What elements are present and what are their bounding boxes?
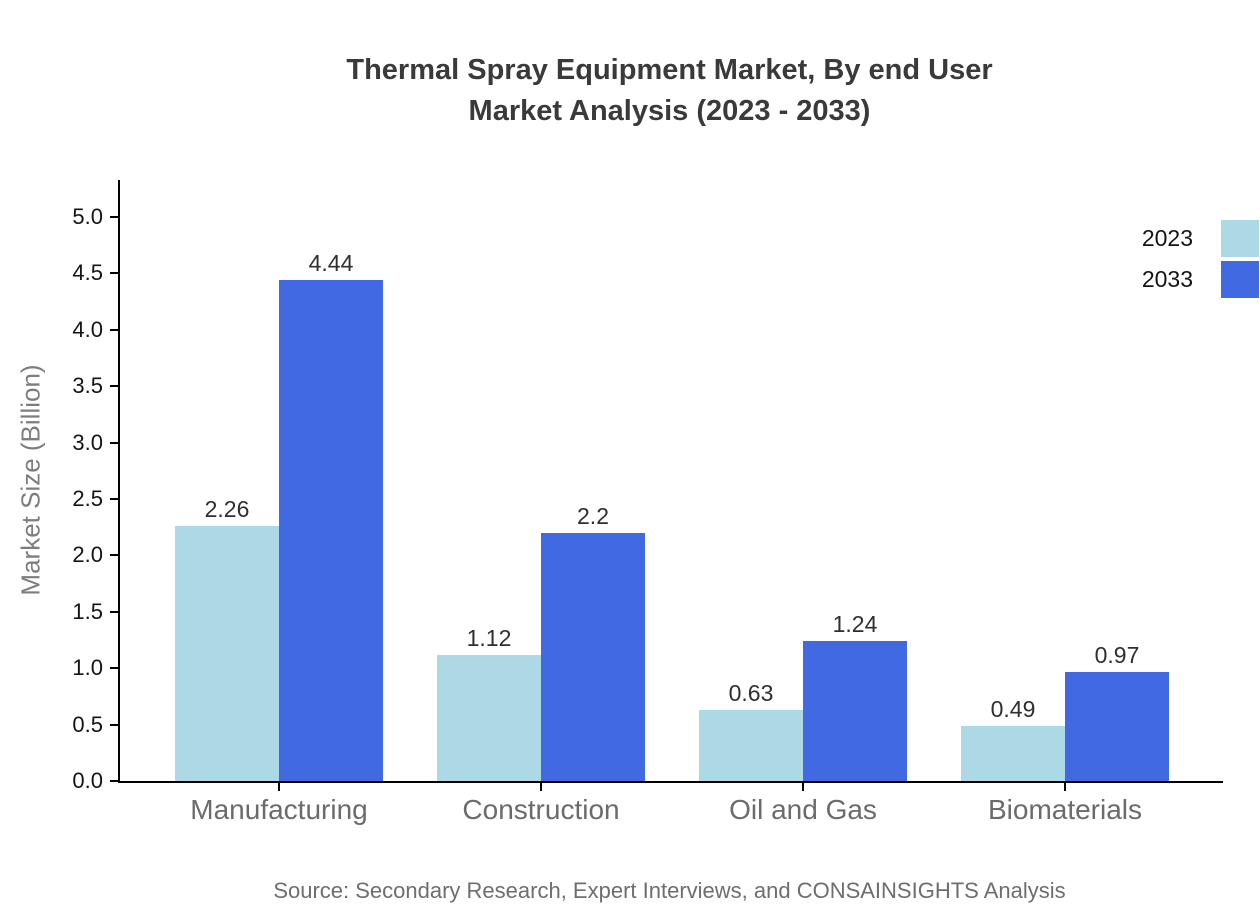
bar-2033-manufacturing — [279, 280, 383, 781]
bar-2033-biomaterials — [1065, 671, 1169, 781]
legend-label: 2023 — [1141, 224, 1193, 251]
y-axis-tick-label: 5.0 — [72, 204, 103, 229]
y-axis-tick — [110, 216, 118, 218]
y-axis-tick — [110, 723, 118, 726]
x-axis-tick — [1064, 783, 1066, 791]
bar-value-label: 1.12 — [466, 624, 512, 651]
y-axis-tick — [110, 667, 118, 670]
bar-value-label: 4.44 — [308, 250, 354, 277]
bar-2023-manufacturing — [175, 526, 279, 781]
bar-value-label: 0.63 — [728, 679, 774, 706]
legend-label: 2033 — [1141, 265, 1193, 292]
y-axis-tick — [110, 610, 118, 613]
bar-2023-oil-and-gas — [699, 709, 803, 781]
x-axis-tick — [540, 783, 542, 791]
y-axis-tick — [110, 272, 118, 275]
bar-value-label: 2.2 — [577, 502, 609, 529]
y-axis-tick-label: 4.5 — [72, 260, 103, 286]
y-axis-tick-label: 2.5 — [72, 486, 103, 511]
y-axis-tick — [110, 554, 118, 557]
legend-swatch-2023 — [1221, 219, 1259, 257]
legend-item-2023: 2023 — [1142, 219, 1259, 257]
y-axis-tick-label: 3.5 — [72, 373, 103, 399]
y-axis-tick — [110, 780, 118, 782]
x-axis-tick — [802, 783, 804, 791]
bar-value-label: 2.26 — [204, 496, 250, 523]
y-axis-tick — [110, 441, 118, 444]
y-axis-tick-label: 0.5 — [72, 711, 103, 737]
bar-value-label: 0.97 — [1094, 641, 1140, 668]
y-axis-tick — [110, 385, 118, 388]
chart-title-line1: Thermal Spray Equipment Market, By end U… — [346, 54, 993, 86]
legend: 2023 2033 — [1142, 219, 1259, 301]
bar-2023-biomaterials — [961, 725, 1065, 781]
x-axis-category-label: Manufacturing — [190, 794, 368, 825]
y-axis-tick — [110, 498, 118, 500]
y-axis-tick-label: 0.0 — [72, 768, 103, 793]
y-axis-title: Market Size (Billion) — [15, 364, 46, 596]
chart-title: Thermal Spray Equipment Market, By end U… — [118, 50, 1221, 132]
x-axis-tick — [278, 783, 280, 791]
y-axis-tick-label: 4.0 — [72, 316, 103, 342]
y-axis-tick-label: 1.5 — [72, 598, 103, 624]
legend-item-2033: 2033 — [1142, 260, 1259, 298]
y-axis-tick — [110, 328, 118, 331]
x-axis-category-label: Construction — [462, 794, 620, 825]
plot-area: 0.0 0.5 1.0 1.5 2.0 2.5 3.0 3.5 4.0 4.5 5.0 Manufac… — [72, 180, 1223, 825]
y-axis-tick-label: 1.0 — [72, 655, 103, 681]
bar-2033-oil-and-gas — [803, 641, 907, 781]
chart-title-line2: Market Analysis (2023 - 2033) — [468, 95, 871, 127]
bar-value-label: 0.49 — [990, 695, 1036, 722]
x-axis-category-label: Oil and Gas — [729, 794, 877, 825]
bar-2023-construction — [437, 654, 541, 781]
bar-value-label: 1.24 — [832, 611, 878, 638]
y-axis-tick-label: 2.0 — [72, 542, 103, 568]
y-axis-tick-label: 3.0 — [72, 429, 103, 455]
x-axis-category-label: Biomaterials — [987, 794, 1143, 825]
legend-swatch-2033 — [1221, 260, 1259, 298]
source-note: Source: Secondary Research, Expert Inter… — [273, 878, 1066, 903]
bar-2033-construction — [541, 532, 645, 781]
